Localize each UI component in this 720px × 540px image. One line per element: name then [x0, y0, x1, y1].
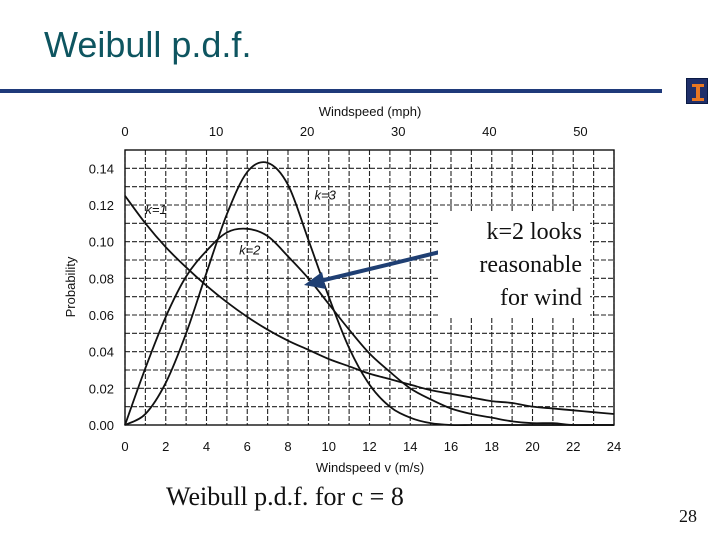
x2-tick-label: 50	[573, 124, 587, 139]
x-tick-label: 2	[162, 439, 169, 454]
chart-axes	[124, 149, 615, 426]
x2-tick-label: 40	[482, 124, 496, 139]
callout-line: k=2 looks	[486, 219, 582, 245]
x-axis-title: Windspeed v (m/s)	[316, 460, 424, 475]
callout-line: for wind	[500, 285, 582, 311]
y-tick-label: 0.08	[89, 271, 114, 286]
series-label: k=1	[145, 202, 166, 217]
x2-tick-label: 20	[300, 124, 314, 139]
y-tick-label: 0.12	[89, 198, 114, 213]
y-tick-label: 0.10	[89, 235, 114, 250]
y-tick-label: 0.00	[89, 418, 114, 433]
x-tick-label: 16	[444, 439, 458, 454]
callout-arrow	[304, 250, 441, 289]
series-line-k1	[124, 195, 615, 415]
x2-tick-label: 0	[121, 124, 128, 139]
x2-tick-label: 30	[391, 124, 405, 139]
x2-tick-label: 10	[209, 124, 223, 139]
series-line-k3	[124, 161, 614, 427]
x-tick-label: 14	[403, 439, 417, 454]
callout-arrow-shaft	[319, 250, 441, 283]
y-tick-label: 0.02	[89, 381, 114, 396]
y-tick-label: 0.04	[89, 345, 114, 360]
series-label: k=3	[314, 188, 336, 203]
y-tick-label: 0.14	[89, 161, 114, 176]
x-tick-label: 6	[244, 439, 251, 454]
chart-labels: 0 2 4 6 8 10 12 14 16 18 20 22 240 10 20 30 40 500.000.02…	[63, 104, 621, 475]
title-rule	[0, 89, 662, 93]
page-number: 28	[679, 506, 697, 526]
chart-caption: Weibull p.d.f. for c = 8	[166, 482, 404, 511]
callout-arrow-head	[304, 272, 326, 289]
plot-frame	[124, 149, 615, 426]
x2-axis-title: Windspeed (mph)	[319, 104, 422, 119]
university-logo-icon	[686, 78, 708, 104]
x-tick-label: 0	[121, 439, 128, 454]
x-tick-label: 22	[566, 439, 580, 454]
callout-box: k=2 looks reasonable for wind	[438, 212, 590, 318]
x-tick-label: 12	[362, 439, 376, 454]
x-tick-label: 20	[525, 439, 539, 454]
x-tick-label: 8	[284, 439, 291, 454]
series-label: k=2	[239, 243, 261, 258]
series-line-k2	[124, 227, 614, 427]
slide-title: Weibull p.d.f.	[44, 24, 252, 65]
x-tick-label: 4	[203, 439, 210, 454]
chart-series	[124, 161, 615, 427]
x-tick-label: 24	[607, 439, 621, 454]
x-tick-label: 10	[322, 439, 336, 454]
callout-line: reasonable	[479, 252, 582, 278]
x-tick-label: 18	[485, 439, 499, 454]
y-axis-title: Probability	[63, 256, 78, 317]
y-tick-label: 0.06	[89, 308, 114, 323]
